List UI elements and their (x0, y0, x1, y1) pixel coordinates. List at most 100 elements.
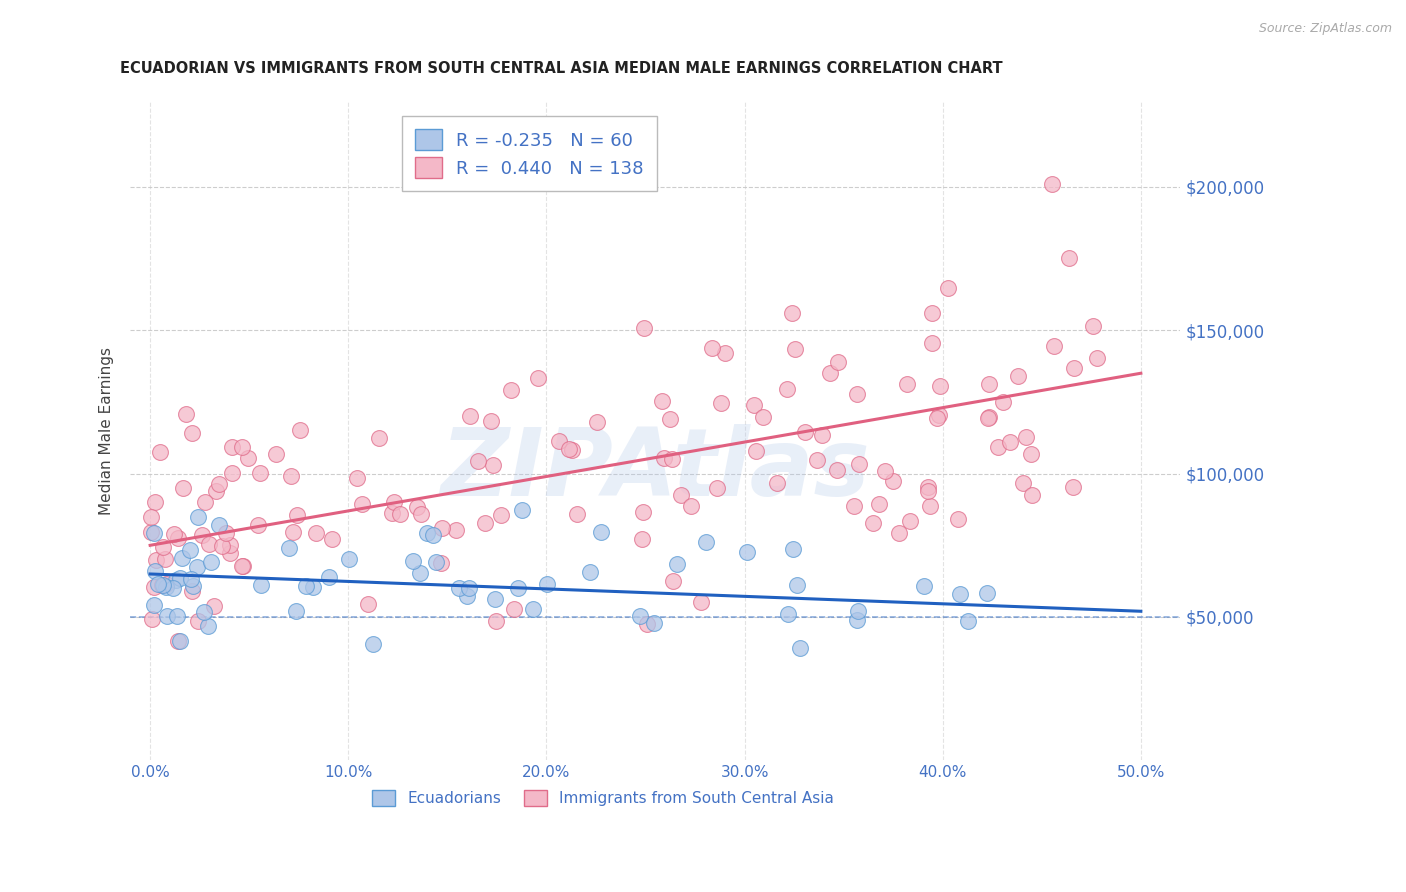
Point (197, 618, 219, 632)
Point (460, 409, 482, 423)
Point (409, 507, 432, 521)
Point (321, 532, 343, 546)
Point (631, 532, 654, 546)
Point (567, 508, 589, 522)
Point (165, 573, 187, 587)
Point (977, 409, 1000, 424)
Point (246, 518, 269, 533)
Point (810, 428, 832, 442)
Point (197, 537, 219, 551)
Point (141, 509, 163, 524)
Point (167, 531, 190, 545)
Point (181, 426, 204, 441)
Point (957, 614, 980, 628)
Point (484, 591, 506, 606)
Point (827, 463, 849, 477)
Point (146, 577, 169, 591)
Point (987, 441, 1010, 455)
Point (1081, 319, 1104, 334)
Point (191, 527, 214, 541)
Point (174, 407, 197, 421)
Point (337, 552, 360, 566)
Text: ECUADORIAN VS IMMIGRANTS FROM SOUTH CENTRAL ASIA MEDIAN MALE EARNINGS CORRELATIO: ECUADORIAN VS IMMIGRANTS FROM SOUTH CENT… (120, 62, 1002, 76)
Point (706, 481, 728, 495)
Point (690, 595, 713, 609)
Point (700, 341, 723, 355)
Point (776, 382, 799, 396)
Point (409, 566, 432, 580)
Point (278, 541, 301, 556)
Point (444, 523, 467, 537)
Point (163, 527, 186, 541)
Point (873, 463, 896, 477)
Point (633, 504, 655, 518)
Point (352, 497, 374, 511)
Point (194, 495, 217, 509)
Point (187, 510, 209, 524)
Point (152, 540, 174, 554)
Point (848, 458, 870, 472)
Point (288, 423, 311, 437)
Point (381, 506, 404, 520)
Point (179, 543, 201, 558)
Point (714, 346, 737, 360)
Point (232, 559, 254, 574)
Point (946, 512, 969, 526)
Point (382, 495, 405, 509)
Point (882, 475, 904, 489)
Point (367, 432, 389, 446)
Point (215, 526, 238, 541)
Point (949, 587, 972, 601)
Point (346, 471, 368, 485)
Point (150, 578, 173, 592)
Point (155, 580, 177, 594)
Point (503, 601, 526, 615)
Point (557, 442, 579, 456)
Point (936, 281, 959, 295)
Point (181, 579, 204, 593)
Point (508, 581, 530, 595)
Point (651, 393, 673, 408)
Point (789, 641, 811, 656)
Point (862, 516, 884, 530)
Point (219, 538, 242, 552)
Point (149, 445, 172, 459)
Point (976, 585, 998, 599)
Point (526, 371, 548, 385)
Point (1040, 177, 1063, 191)
Point (250, 578, 273, 592)
Point (281, 525, 304, 540)
Point (742, 398, 765, 412)
Point (153, 552, 176, 566)
Point (806, 453, 828, 467)
Point (141, 612, 163, 626)
Point (432, 521, 454, 535)
Point (357, 597, 380, 611)
Point (652, 451, 675, 466)
Point (458, 581, 481, 595)
Point (186, 560, 208, 574)
Point (416, 525, 439, 540)
Point (671, 488, 693, 502)
Point (766, 476, 789, 491)
Point (208, 477, 231, 491)
Point (202, 599, 225, 613)
Point (285, 604, 308, 618)
Point (219, 546, 242, 560)
Point (783, 343, 806, 357)
Point (977, 411, 1000, 425)
Point (782, 542, 804, 557)
Point (842, 499, 865, 513)
Point (139, 525, 162, 540)
Point (679, 499, 702, 513)
Point (921, 335, 943, 350)
Point (389, 508, 412, 522)
Point (665, 557, 688, 571)
Point (143, 564, 166, 578)
Point (846, 603, 869, 617)
Point (167, 633, 190, 648)
Point (662, 574, 685, 589)
Point (467, 454, 489, 468)
Point (143, 526, 166, 541)
Point (156, 608, 179, 623)
